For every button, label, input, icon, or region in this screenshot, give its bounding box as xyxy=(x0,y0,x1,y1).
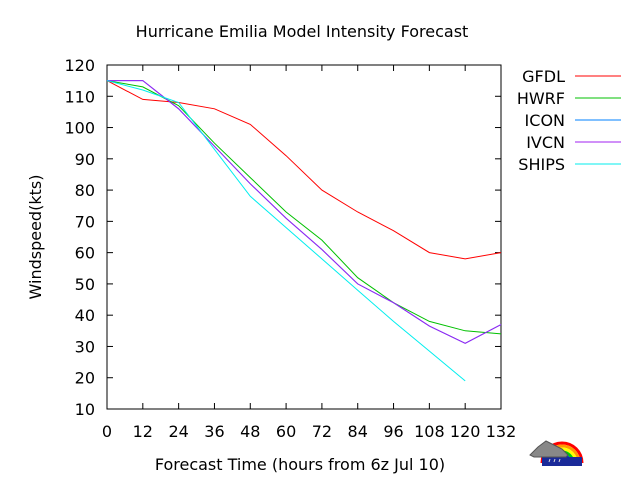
plot-frame xyxy=(106,64,502,410)
x-tick-label: 24 xyxy=(168,422,188,441)
y-tick-label: 120 xyxy=(64,56,95,75)
x-tick-label: 36 xyxy=(204,422,224,441)
x-tick-label: 132 xyxy=(486,422,517,441)
series-line-ships xyxy=(106,80,466,382)
legend-label-ships: SHIPS xyxy=(518,155,565,174)
y-axis-label: Windspeed(kts) xyxy=(26,175,45,300)
x-tick-label: 120 xyxy=(450,422,481,441)
legend: GFDL HWRF ICON IVCN SHIPS xyxy=(517,67,621,174)
y-tick-label: 40 xyxy=(75,306,95,325)
x-tick-label: 96 xyxy=(383,422,403,441)
x-axis: 0 12 24 36 48 60 72 84 96 108 120 132 xyxy=(102,65,516,441)
y-tick-label: 10 xyxy=(75,400,95,419)
y-tick-label: 90 xyxy=(75,150,95,169)
y-tick-label: 50 xyxy=(75,275,95,294)
series-lines xyxy=(106,80,502,382)
x-tick-label: 72 xyxy=(312,422,332,441)
weather-logo-icon xyxy=(529,440,584,466)
y-tick-label: 70 xyxy=(75,212,95,231)
x-tick-label: 60 xyxy=(276,422,296,441)
legend-label-gfdl: GFDL xyxy=(522,67,565,86)
x-tick-label: 48 xyxy=(240,422,260,441)
chart-title: Hurricane Emilia Model Intensity Forecas… xyxy=(136,22,469,41)
y-tick-label: 20 xyxy=(75,369,95,388)
y-tick-label: 110 xyxy=(64,87,95,106)
legend-label-ivcn: IVCN xyxy=(526,133,565,152)
x-tick-label: 108 xyxy=(414,422,445,441)
x-tick-label: 84 xyxy=(348,422,368,441)
legend-label-hwrf: HWRF xyxy=(517,89,565,108)
y-axis: 10 20 30 40 50 60 70 80 90 100 110 120 xyxy=(64,56,501,419)
y-tick-label: 80 xyxy=(75,181,95,200)
series-line-gfdl xyxy=(106,80,502,260)
y-tick-label: 100 xyxy=(64,119,95,138)
x-tick-label: 0 xyxy=(102,422,112,441)
x-tick-label: 12 xyxy=(133,422,153,441)
y-tick-label: 60 xyxy=(75,244,95,263)
series-line-ivcn xyxy=(107,80,502,344)
y-tick-label: 30 xyxy=(75,337,95,356)
x-axis-label: Forecast Time (hours from 6z Jul 10) xyxy=(155,455,445,474)
legend-label-icon: ICON xyxy=(525,111,565,130)
series-line-icon xyxy=(107,80,502,344)
series-line-hwrf xyxy=(106,80,502,335)
